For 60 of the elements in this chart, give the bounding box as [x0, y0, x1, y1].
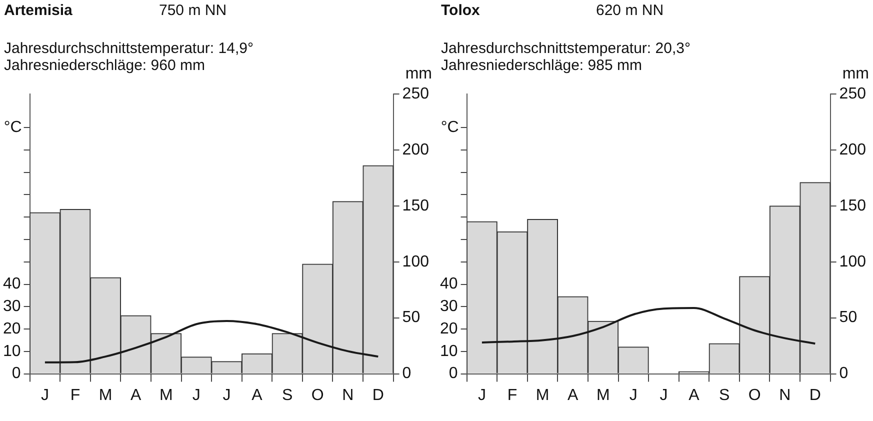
chart-subtitle: 620 m NN — [596, 2, 664, 19]
x-tick-label: J — [629, 386, 638, 404]
x-tick-label: J — [40, 386, 49, 404]
x-tick-label: S — [718, 386, 730, 404]
y2-tick-label: 0 — [839, 365, 848, 382]
x-tick-label: J — [222, 386, 231, 404]
y2-tick-label: 250 — [402, 85, 430, 102]
x-tick-label: M — [596, 386, 610, 404]
chart-subtitle: 750 m NN — [159, 2, 227, 19]
y-tick-label: 20 — [440, 320, 458, 338]
x-tick-label: N — [779, 386, 791, 404]
line-series — [44, 320, 380, 364]
y2-tick-label: 250 — [839, 85, 866, 102]
y2-tick-label: 0 — [402, 365, 412, 382]
y2-axis-title: mm — [842, 65, 869, 82]
y2-tick-label: 150 — [839, 197, 866, 214]
line-series — [480, 306, 816, 345]
x-tick-label: S — [282, 386, 293, 404]
text: Jahresdurchschnittstemperatur: 14,9° — [4, 40, 254, 57]
x-tick-label: D — [809, 386, 821, 404]
y-tick-label: 10 — [440, 342, 458, 360]
y2-tick-label: 150 — [402, 197, 430, 214]
y2-tick-label: 200 — [402, 141, 430, 158]
x-tick-label: N — [342, 386, 354, 404]
text: Jahresniederschläge: 960 mm — [4, 57, 206, 74]
chart-title: Artemisia — [4, 2, 74, 19]
x-tick-label: M — [536, 386, 550, 404]
x-tick-label: A — [130, 386, 142, 404]
x-tick-label: M — [98, 386, 112, 404]
y2-tick-label: 100 — [839, 253, 866, 270]
y-axis-title: °C — [440, 118, 459, 136]
x-tick-label: F — [70, 386, 80, 404]
x-tick-label: J — [660, 386, 668, 404]
y-tick-label: 0 — [12, 365, 21, 382]
chart-title: Tolox — [441, 2, 481, 19]
y-tick-label: 30 — [440, 298, 458, 316]
y2-axis-title: mm — [405, 65, 432, 82]
x-tick-label: A — [252, 386, 263, 404]
y-tick-label: 40 — [440, 276, 458, 293]
y-axis-title: °C — [4, 118, 22, 136]
x-tick-label: A — [567, 386, 578, 404]
y2-tick-label: 50 — [839, 309, 858, 326]
y2-tick-label: 100 — [402, 253, 430, 270]
y2-tick-label: 50 — [402, 309, 420, 326]
y-tick-label: 0 — [448, 365, 458, 382]
x-tick-label: M — [159, 386, 173, 404]
y-tick-label: 40 — [3, 276, 21, 293]
text: Jahresniederschläge: 985 mm — [441, 57, 643, 74]
y2-tick-label: 200 — [839, 141, 866, 158]
x-tick-label: D — [372, 386, 384, 404]
x-tick-label: F — [507, 386, 518, 404]
x-tick-label: J — [478, 386, 486, 404]
x-tick-label: O — [311, 386, 324, 404]
text: Jahresdurchschnittstemperatur: 20,3° — [441, 40, 690, 57]
y-tick-label: 30 — [3, 298, 21, 316]
x-tick-label: J — [192, 386, 200, 404]
x-tick-label: A — [688, 386, 700, 404]
x-tick-label: O — [748, 386, 761, 404]
y-tick-label: 10 — [3, 342, 21, 360]
y-tick-label: 20 — [3, 320, 21, 338]
